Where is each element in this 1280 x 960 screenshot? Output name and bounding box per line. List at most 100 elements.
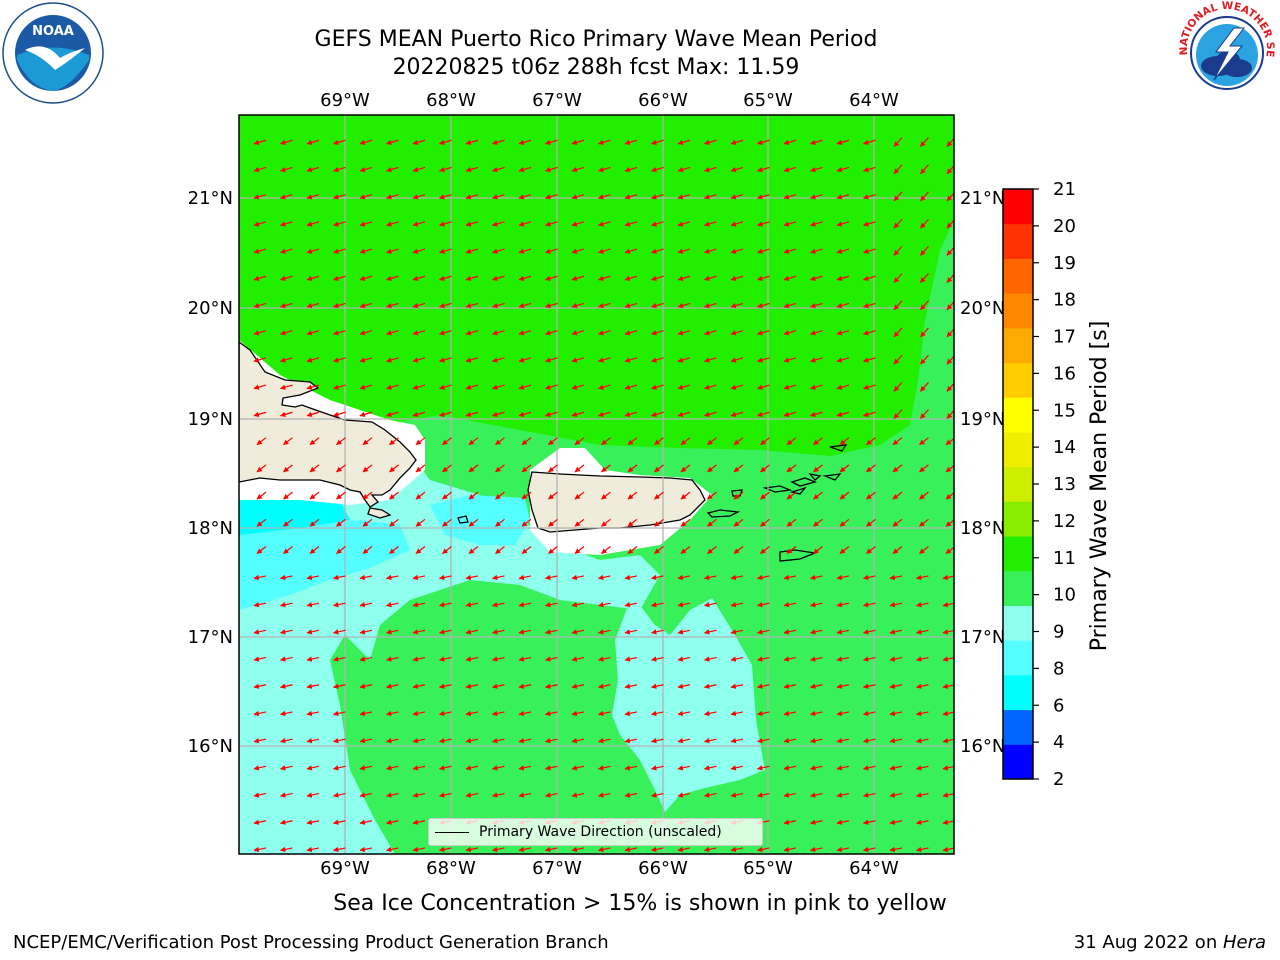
wave-direction-arrow [730,765,744,771]
wave-direction-arrow [756,275,770,281]
wave-direction-arrow [624,221,638,227]
wave-direction-arrow [730,792,744,798]
wave-direction-arrow [624,330,638,336]
wave-direction-arrow [703,574,717,581]
wave-direction-arrow [385,738,399,744]
wave-direction-arrow [862,765,876,771]
colorbar-swatch [1003,605,1033,641]
wave-direction-arrow [412,710,426,717]
wave-direction-arrow [786,491,797,500]
wave-direction-arrow [942,765,954,771]
wave-direction-arrow [438,139,452,145]
wave-direction-arrow [574,518,585,527]
wave-direction-arrow [465,710,479,717]
lon-label-top: 67°W [532,90,582,111]
colorbar-label: Primary Wave Mean Period [s] [1087,321,1112,652]
wave-direction-arrow [650,139,664,145]
wave-direction-arrow [518,574,532,581]
wave-direction-arrow [491,275,505,281]
wave-direction-arrow [336,464,346,473]
wave-direction-arrow [359,139,373,145]
wave-direction-arrow [309,546,320,554]
mona-island [457,515,469,524]
wave-direction-arrow [680,464,691,473]
wave-direction-arrow [783,629,797,635]
wave-direction-arrow [889,819,903,825]
wave-direction-arrow [279,656,293,662]
wave-direction-arrow [412,411,426,417]
wave-direction-arrow [332,683,346,689]
wave-direction-arrow [253,792,267,798]
wave-direction-arrow [893,409,903,419]
colorbar-tick-label: 15 [1053,400,1076,421]
wave-direction-arrow [783,792,797,798]
wave-direction-arrow [279,602,293,608]
wave-direction-arrow [279,166,293,173]
wave-direction-arrow [915,602,929,608]
wave-direction-arrow [703,330,717,336]
wave-direction-arrow [283,546,293,554]
lon-label-top: 69°W [320,90,370,111]
wave-direction-arrow [385,574,399,581]
wave-direction-arrow [518,139,532,145]
wave-direction-arrow [415,464,426,473]
colorbar-swatch [1003,431,1033,468]
wave-direction-arrow [389,437,399,446]
wave-direction-arrow [412,357,426,363]
wave-direction-arrow [256,491,267,500]
wave-direction-arrow [412,738,426,744]
wave-direction-arrow [892,546,903,554]
wave-direction-arrow [385,275,399,281]
wave-direction-arrow [332,166,346,173]
wave-direction-arrow [809,275,823,281]
wave-direction-arrow [836,139,850,145]
wave-direction-arrow [412,629,426,635]
wave-direction-arrow [783,302,797,309]
wave-direction-arrow [279,221,293,227]
wave-direction-arrow [703,221,717,227]
wave-direction-arrow [597,792,611,798]
wave-direction-arrow [518,411,532,417]
wave-direction-arrow [256,464,267,473]
wave-direction-arrow [836,166,850,173]
wave-direction-arrow [677,166,691,173]
wave-direction-arrow [332,819,346,825]
wave-direction-arrow [359,765,373,771]
hispaniola-land [367,507,392,519]
wave-direction-arrow [920,273,929,283]
wave-direction-arrow [703,656,717,662]
wave-direction-arrow [920,137,929,147]
wave-direction-arrow [783,846,797,853]
wave-direction-arrow [571,221,585,227]
wave-direction-arrow [385,248,399,254]
wave-direction-arrow [730,139,744,145]
wave-direction-arrow [756,248,770,254]
wave-direction-arrow [332,221,346,227]
wave-direction-arrow [624,166,638,173]
wave-direction-arrow [571,139,585,145]
wave-direction-arrow [412,248,426,254]
wave-direction-arrow [385,384,399,390]
wave-direction-arrow [809,139,823,145]
wave-direction-arrow [359,357,373,363]
wave-direction-arrow [256,437,267,446]
colorbar-tick-label: 14 [1053,437,1076,458]
wave-direction-arrow [362,546,373,554]
colorbar-swatch [1003,223,1033,259]
wave-direction-arrow [279,357,293,363]
wave-direction-arrow [438,248,452,254]
wave-direction-arrow [518,792,532,798]
wave-direction-arrow [279,330,293,336]
wave-direction-arrow [468,437,479,446]
wave-direction-arrow [438,194,452,200]
wave-direction-arrow [518,710,532,717]
wave-direction-arrow [786,518,797,527]
wave-direction-arrow [544,166,558,173]
lon-label-top: 65°W [743,90,793,111]
wave-direction-arrow [836,302,850,309]
chart-subtitle: 20220825 t06z 288h fcst Max: 11.59 [392,55,800,80]
wave-direction-arrow [332,275,346,281]
wave-direction-arrow [597,357,611,363]
wave-direction-arrow [253,656,267,662]
wave-direction-arrow [306,710,320,717]
